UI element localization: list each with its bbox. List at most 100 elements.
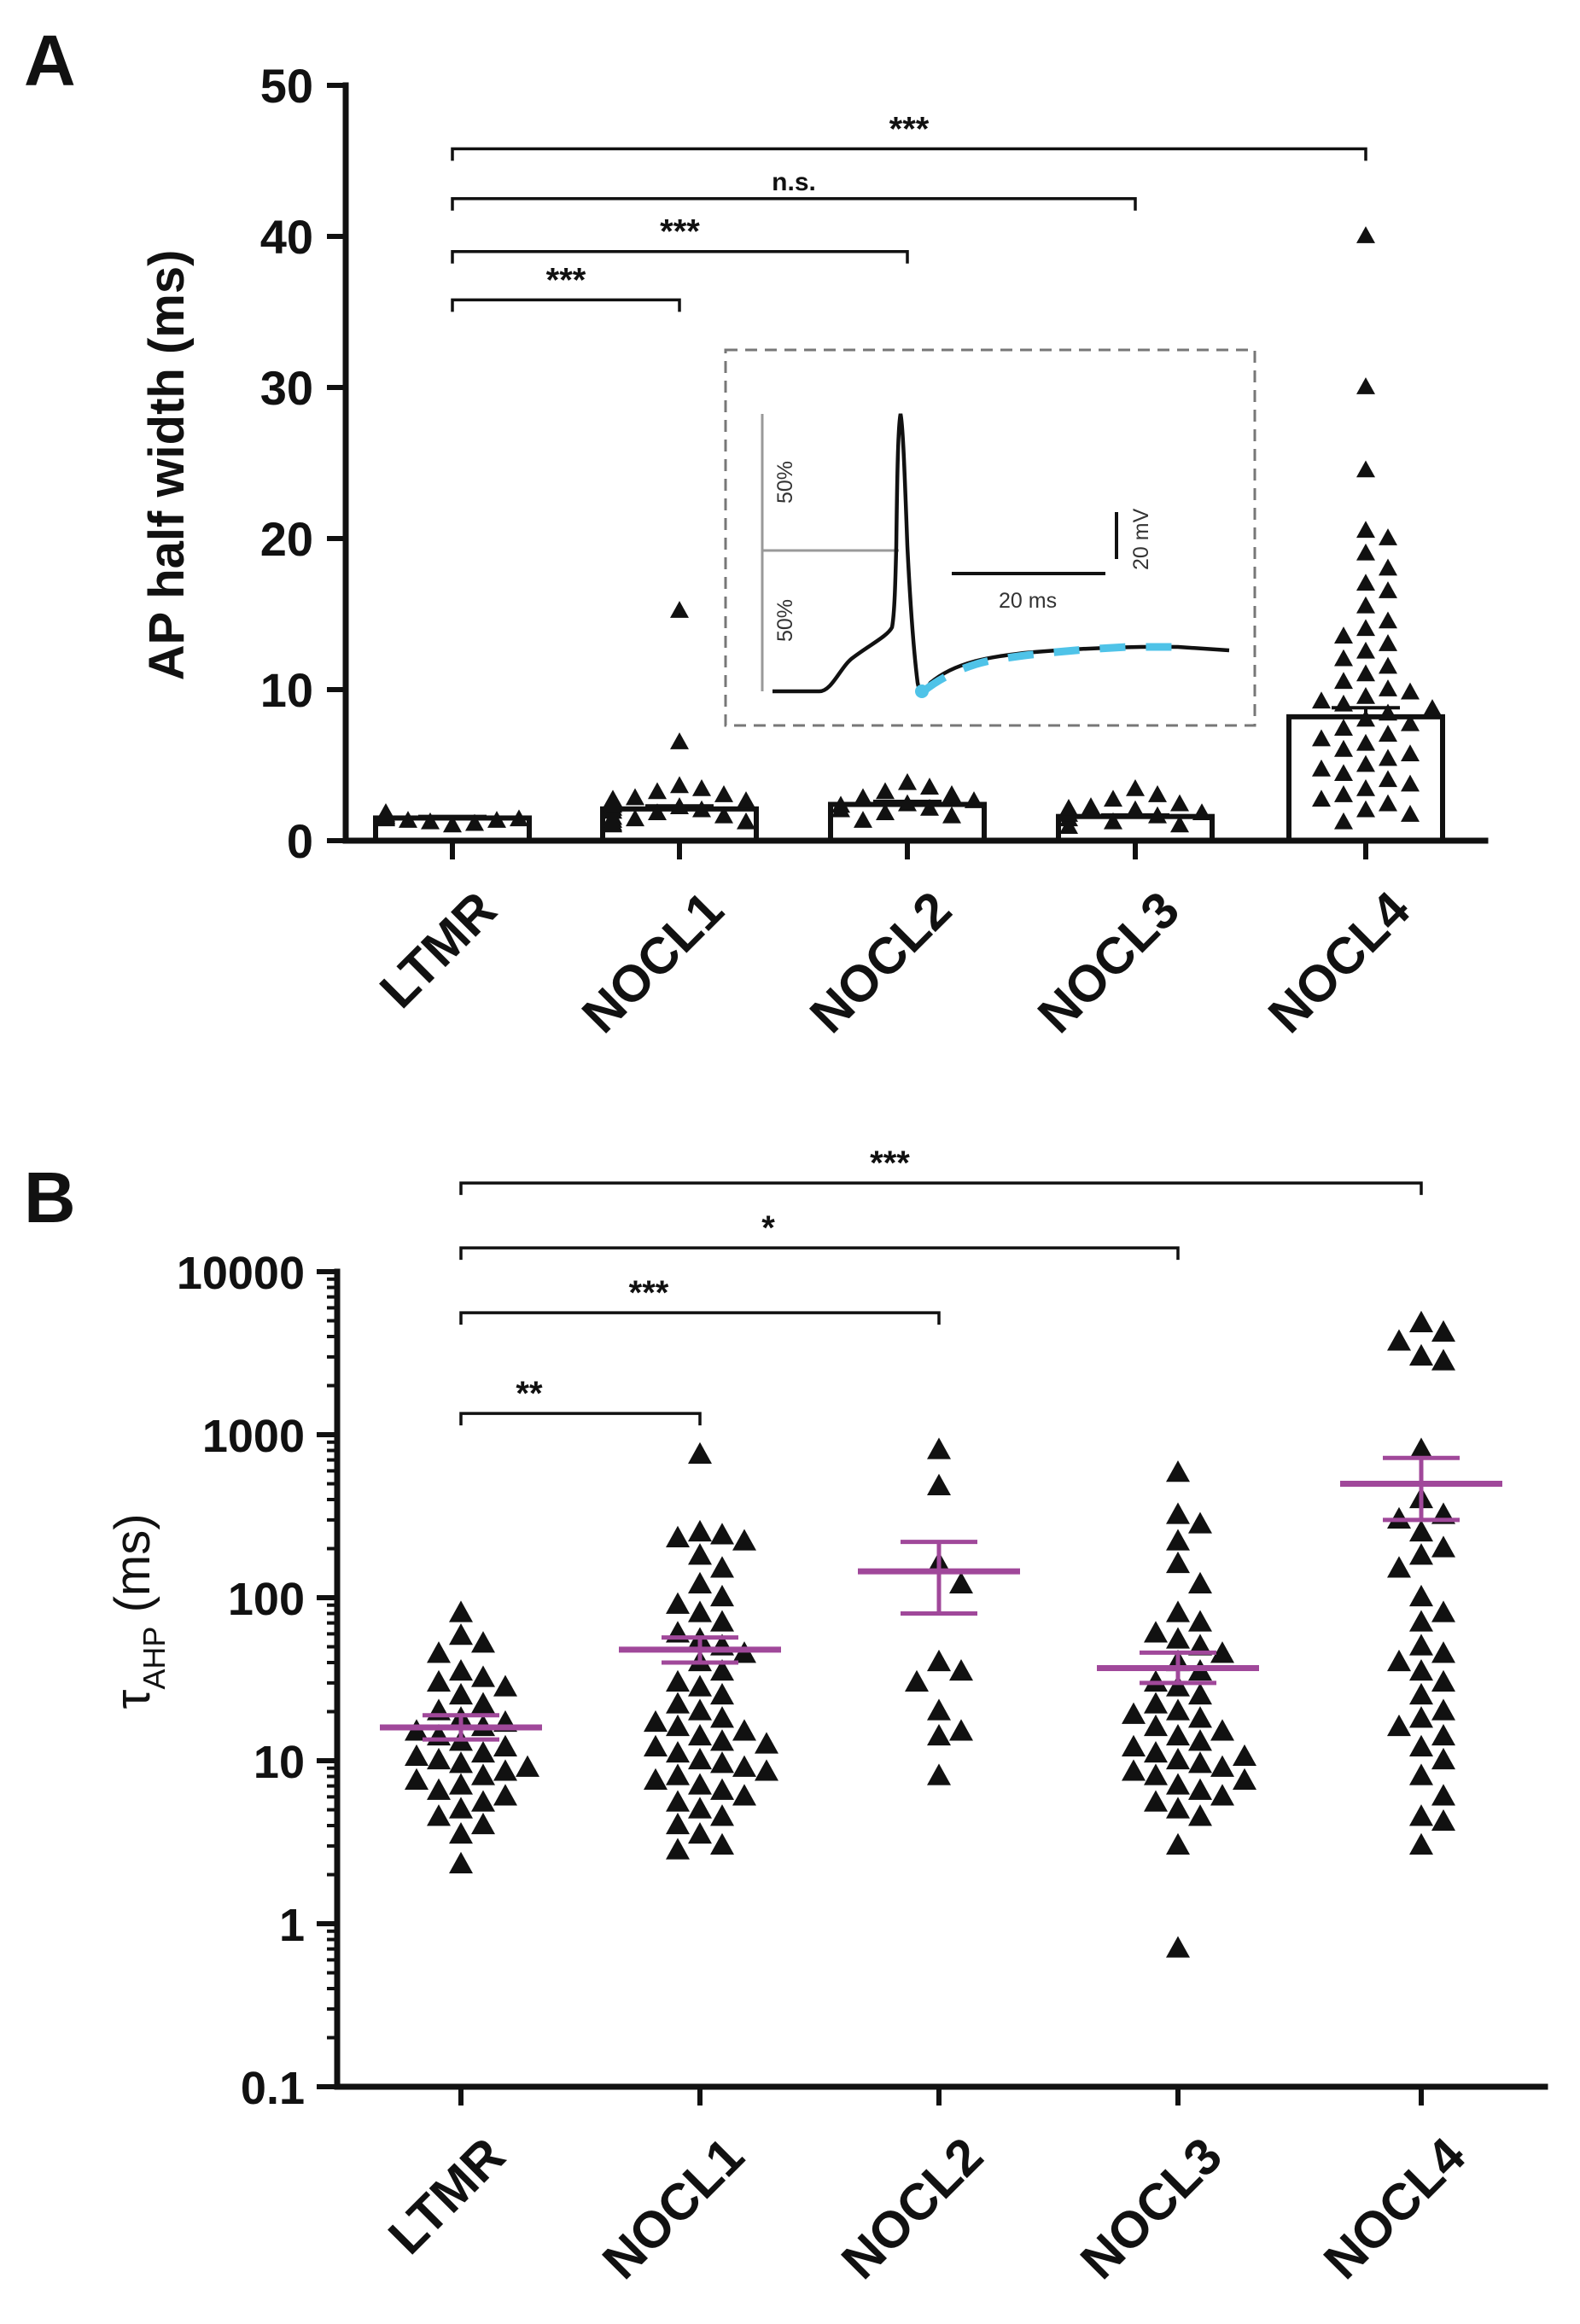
panel-b-point-nocl4 [1409,1832,1433,1855]
panel-a-comparison-bracket [451,147,1367,161]
panel-b-point-nocl1 [688,1571,712,1593]
panel-b-point-nocl3 [1210,1784,1234,1806]
inset-ahp-fit-curve [921,643,1178,695]
panel-b-point-ltmr [427,1747,451,1770]
panel-b-point-nocl1 [666,1812,690,1835]
panel-b-point-nocl1 [710,1729,734,1751]
panel-b-point-ltmr [493,1759,517,1781]
panel-a-point-nocl2 [942,785,961,802]
panel-b-category-ltmr: LTMR [377,2127,516,2265]
panel-b-point-ltmr [449,1658,473,1681]
panel-b-point-nocl1 [710,1610,734,1632]
panel-b-point-ltmr [427,1804,451,1826]
panel-a-point-nocl1 [648,803,667,821]
panel-a-point-nocl4 [1334,626,1353,644]
panel-b-point-nocl3 [1166,1698,1190,1721]
panel-b-point-nocl1 [710,1778,734,1800]
panel-b-significance-label: *** [629,1274,669,1312]
panel-b-point-nocl3 [1233,1768,1256,1790]
panel-a-y-tick-label: 20 [260,512,313,566]
panel-b-point-nocl1 [755,1759,778,1781]
panel-a-point-nocl4 [1356,709,1375,727]
panel-b-point-nocl4 [1431,1669,1455,1692]
panel-b-point-nocl4 [1409,1610,1433,1632]
panel-b-point-nocl4 [1409,1519,1433,1542]
panel-a-significance-label: n.s. [772,168,816,196]
panel-a-point-nocl1 [648,782,667,800]
panel-a-point-nocl3 [1192,803,1211,821]
panel-b-point-nocl3 [1188,1571,1212,1593]
panel-a-point-nocl3 [1170,794,1189,812]
panel-a-point-nocl4 [1379,794,1397,812]
panel-b-category-nocl4: NOCL4 [1313,2126,1477,2290]
panel-b-point-nocl3 [1210,1641,1234,1663]
panel-b-point-nocl1 [710,1832,734,1855]
panel-b-point-nocl4 [1409,1734,1433,1756]
panel-a-category-nocl3: NOCL3 [1027,881,1190,1044]
panel-b-significance-brackets: ********* [459,1145,1423,1426]
panel-b-point-nocl3 [1144,1714,1168,1737]
panel-a-point-nocl2 [854,811,872,828]
panel-a-significance-label: *** [546,261,586,299]
panel-b-point-nocl1 [710,1682,734,1705]
panel-a-point-nocl2 [965,791,983,808]
panel-a-point-nocl4 [1379,770,1397,788]
panel-a-point-nocl3 [1126,800,1145,818]
inset-frame [724,348,1256,727]
panel-b-point-ltmr [427,1669,451,1692]
panel-a-point-nocl4 [1356,574,1375,591]
panel-b-comparison-bracket [459,1246,1180,1261]
panel-a-point-nocl4 [1334,694,1353,712]
inset-time-scale-label: 20 ms [999,589,1057,613]
panel-b-point-ltmr [471,1763,495,1785]
panel-a-point-nocl1 [603,795,622,813]
panel-a-point-nocl1 [692,778,711,796]
panel-b-point-nocl3 [1144,1763,1168,1785]
panel-a-comparison-bracket [451,298,681,312]
panel-b-point-nocl1 [666,1714,690,1737]
inset-action-potential-trace [773,413,1230,694]
panel-a-point-ltmr [465,813,484,831]
panel-a-point-nocl1 [626,809,644,827]
panel-b-point-nocl3 [1210,1719,1234,1741]
panel-b-point-nocl3 [1122,1759,1146,1781]
panel-a-point-nocl1 [670,601,689,618]
panel-b-point-nocl3 [1144,1669,1168,1692]
panel-b-point-ltmr [449,1600,473,1622]
panel-a-point-nocl4 [1356,226,1375,243]
panel-b-point-ltmr [449,1751,473,1774]
panel-b-point-nocl1 [710,1556,734,1578]
panel-b-point-nocl3 [1188,1610,1212,1632]
panel-a-point-nocl4 [1334,785,1353,802]
panel-a-category-labels: LTMR NOCL1 NOCL2 NOCL3 NOCL4 [369,880,1420,1044]
panel-a-point-nocl2 [920,798,939,816]
panel-b-point-nocl3 [1188,1804,1212,1826]
inset-upper-percent-label: 50% [773,461,797,504]
panel-b-point-nocl2 [927,1473,951,1495]
panel-b-point-nocl1 [732,1755,756,1777]
panel-b-point-nocl2 [949,1719,973,1741]
panel-a-points [376,226,1442,834]
panel-b-point-nocl1 [688,1821,712,1844]
panel-b-point-nocl1 [710,1584,734,1607]
panel-b-point-nocl3 [1166,1600,1190,1622]
panel-a-point-nocl4 [1379,679,1397,696]
panel-a-point-nocl2 [876,782,895,800]
panel-a-point-nocl1 [670,732,689,749]
panel-b-point-nocl3 [1166,1747,1190,1770]
panel-a-category-ltmr: LTMR [369,881,507,1019]
panel-b-point-nocl3 [1188,1634,1212,1656]
panel-b-point-nocl3 [1210,1755,1234,1777]
panel-b-comparison-bracket [459,1181,1423,1196]
panel-b-point-nocl3 [1166,1797,1190,1819]
panel-label-b: B [24,1157,76,1238]
panel-a-y-axis-label: AP half width (ms) [139,250,195,681]
panel-b-comparison-bracket [459,1311,941,1325]
panel-b-point-ltmr [449,1851,473,1873]
panel-a-significance-label: *** [660,213,700,251]
panel-b-point-nocl3 [1166,1773,1190,1795]
panel-b-category-nocl1: NOCL1 [592,2127,755,2290]
panel-a-point-nocl4 [1334,719,1353,736]
panel-b-point-ltmr [427,1641,451,1663]
